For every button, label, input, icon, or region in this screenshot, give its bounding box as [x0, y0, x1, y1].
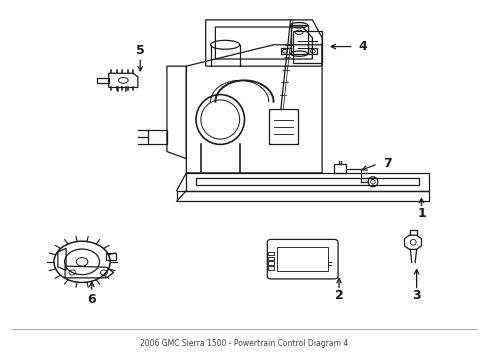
- Text: 4: 4: [358, 40, 367, 53]
- Bar: [267, 257, 273, 260]
- Bar: [277, 247, 327, 271]
- Text: 2: 2: [334, 289, 343, 302]
- Text: 2006 GMC Sierra 1500 - Powertrain Control Diagram 4: 2006 GMC Sierra 1500 - Powertrain Contro…: [140, 339, 348, 348]
- Text: 3: 3: [411, 289, 420, 302]
- Bar: [267, 252, 273, 255]
- Bar: [267, 261, 273, 265]
- Bar: [267, 266, 273, 270]
- Text: 6: 6: [87, 293, 96, 306]
- Text: 7: 7: [383, 157, 391, 171]
- Text: 5: 5: [136, 44, 144, 57]
- Text: 1: 1: [416, 207, 425, 220]
